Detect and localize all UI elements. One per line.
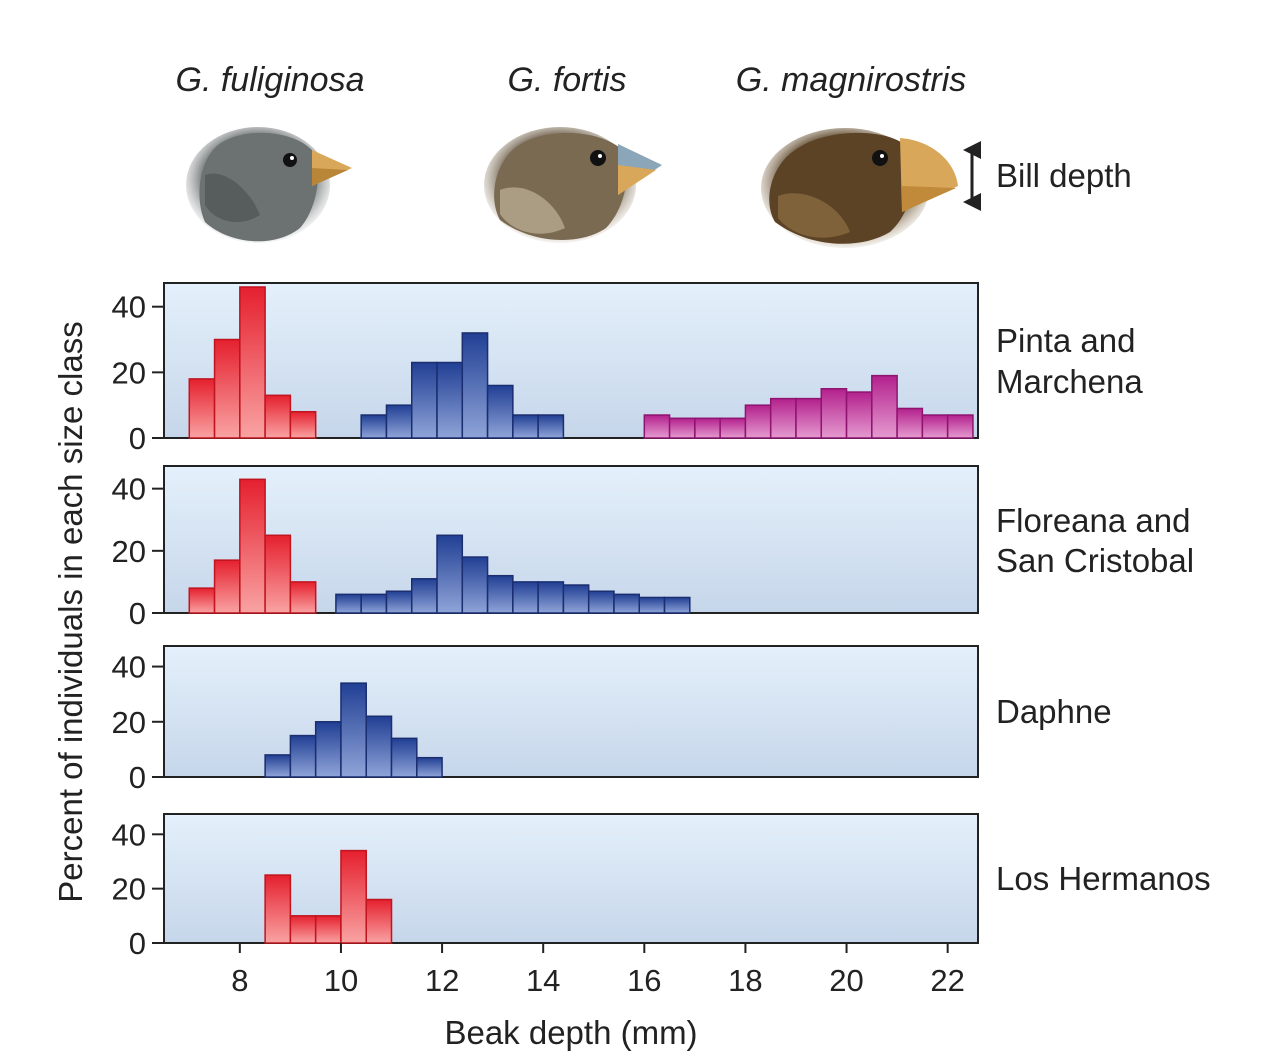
bar <box>360 593 388 614</box>
x-tick-label: 22 <box>930 963 964 998</box>
bar <box>340 849 367 944</box>
bar <box>213 338 241 439</box>
bar <box>340 682 367 778</box>
y-tick-label: 0 <box>129 926 146 961</box>
bar <box>385 590 413 614</box>
bar <box>562 584 590 614</box>
y-tick-label: 20 <box>112 355 146 390</box>
bar <box>820 388 848 439</box>
y-tick-label: 20 <box>112 872 146 907</box>
bar <box>461 332 489 439</box>
bar <box>436 534 464 614</box>
bar <box>213 559 241 614</box>
bar <box>587 590 615 614</box>
bar <box>769 397 797 439</box>
y-tick-label: 0 <box>129 421 146 456</box>
y-tick-label: 0 <box>129 760 146 795</box>
bar <box>795 397 823 439</box>
finch-head-fortis-icon <box>484 127 662 243</box>
bar <box>643 414 671 439</box>
panel-label: Daphne <box>996 693 1112 730</box>
bar <box>512 581 539 614</box>
y-tick-label: 40 <box>112 290 146 325</box>
y-tick-label: 40 <box>112 472 146 507</box>
bar <box>537 414 565 439</box>
y-tick-label: 20 <box>112 705 146 740</box>
bar <box>264 534 292 614</box>
panel-label: Floreana and <box>996 502 1190 539</box>
bill-depth-label: Bill depth <box>996 157 1132 194</box>
bar <box>365 898 393 944</box>
bar <box>360 414 388 439</box>
bar <box>416 756 443 778</box>
bar <box>436 361 464 439</box>
bar <box>289 581 317 614</box>
bar <box>638 596 666 614</box>
x-tick-label: 8 <box>231 963 248 998</box>
bar <box>264 874 292 944</box>
x-tick-label: 14 <box>526 963 560 998</box>
x-axis: 8 10 12 14 16 18 20 22 <box>231 943 965 998</box>
bar <box>390 737 418 778</box>
bar <box>946 414 974 439</box>
bar <box>668 417 696 439</box>
bar <box>289 915 317 944</box>
bar <box>719 417 747 439</box>
x-axis-label: Beak depth (mm) <box>444 1014 697 1051</box>
bar <box>896 407 924 439</box>
panel-3: 0 20 40 Daphne <box>112 645 1112 795</box>
bar <box>264 754 292 778</box>
x-tick-label: 12 <box>425 963 459 998</box>
panel-1: 0 20 40 Pinta and Marchena <box>112 282 1143 456</box>
x-tick-label: 20 <box>829 963 863 998</box>
bar <box>239 286 266 439</box>
bar <box>188 587 216 614</box>
bar <box>461 556 489 614</box>
species-label-fortis: G. fortis <box>507 61 626 99</box>
y-tick-label: 40 <box>112 817 146 852</box>
bar <box>410 361 438 439</box>
histogram-panels: 0 20 40 Pinta and Marchena 0 20 40 Floreana andS… <box>112 282 1211 961</box>
bar <box>744 404 772 439</box>
bar <box>385 404 413 439</box>
bar <box>314 721 342 778</box>
panel-label: Pinta and <box>996 322 1135 359</box>
bar <box>512 414 539 439</box>
panel-label: Los Hermanos <box>996 860 1211 897</box>
bar <box>289 734 317 778</box>
y-axis-label: Percent of individuals in each size clas… <box>52 321 89 902</box>
bar <box>365 715 393 778</box>
panel-label: San Cristobal <box>996 542 1194 579</box>
y-tick-label: 20 <box>112 534 146 569</box>
bar <box>845 391 873 439</box>
y-tick-label: 0 <box>129 596 146 631</box>
species-label-magnirostris: G. magnirostris <box>736 61 967 99</box>
bar <box>486 574 514 614</box>
finch-head-fuliginosa-icon <box>186 127 352 243</box>
bar <box>264 394 292 439</box>
finch-head-magnirostris-icon <box>761 128 958 248</box>
panel-4: 0 20 40 Los Hermanos <box>112 813 1211 961</box>
bar <box>289 410 317 439</box>
x-tick-label: 10 <box>324 963 358 998</box>
y-tick-label: 40 <box>112 650 146 685</box>
panel-label: Marchena <box>996 363 1143 400</box>
bar <box>188 378 216 439</box>
bar <box>921 414 949 439</box>
bar <box>335 593 362 614</box>
bar <box>410 578 438 614</box>
bar <box>663 596 691 614</box>
bar <box>613 593 641 614</box>
bar <box>871 374 898 439</box>
bar <box>486 384 514 439</box>
bar <box>314 915 342 944</box>
x-tick-label: 16 <box>627 963 661 998</box>
species-label-fuliginosa: G. fuliginosa <box>176 61 365 99</box>
bar <box>694 417 721 439</box>
bar <box>537 581 565 614</box>
bar <box>239 478 266 614</box>
x-tick-label: 18 <box>728 963 762 998</box>
